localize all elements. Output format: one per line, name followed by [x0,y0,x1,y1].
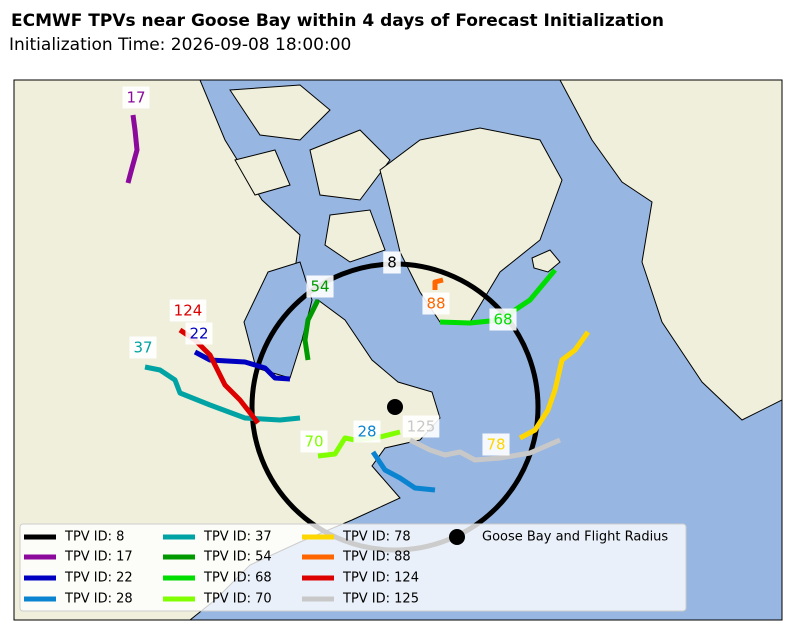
legend-label: TPV ID: 37 [203,530,272,545]
tracks [125,114,591,553]
legend-label: TPV ID: 78 [342,530,411,545]
track [125,114,140,184]
legend-label: TPV ID: 70 [203,592,272,607]
track-label: 68 [493,311,512,329]
track-label: 28 [357,423,376,441]
subtitle: Initialization Time: 2026-09-08 18:00:00 [9,35,351,55]
legend: TPV ID: 8 TPV ID: 17 TPV ID: 22 TPV ID: 28 T… [19,523,687,612]
label-box [306,275,334,298]
legend-label: TPV ID: 54 [203,550,272,565]
legend-label: TPV ID: 8 [64,530,124,545]
label-box [185,322,213,345]
track [370,450,436,493]
track [408,437,561,463]
track [302,298,321,361]
title: ECMWF TPVs near Goose Bay within 4 days … [11,11,664,31]
legend-box [19,523,687,612]
label-box [129,336,157,359]
label-box [353,420,381,443]
track-label: 78 [486,436,505,454]
iceland [531,249,561,273]
track [317,429,401,459]
track-label: 88 [426,295,445,313]
track-label: 70 [304,433,323,451]
legend-marker [449,529,465,545]
track-label: 54 [310,278,329,296]
legend-label: TPV ID: 125 [342,592,419,607]
legend-label: TPV ID: 22 [64,571,133,586]
hudson-bay [243,261,313,379]
map-frame [13,79,783,621]
label-box [383,251,401,274]
track [193,349,291,382]
legend-label: TPV ID: 124 [342,571,419,586]
label-box [422,292,450,315]
arctic-islands [229,84,391,263]
legend-label: TPV ID: 88 [342,550,411,565]
track-labels: 8 17 22 28 37 54 68 70 78 88 124 125 [122,86,517,456]
label-box [169,299,207,322]
legend-label: TPV ID: 28 [64,592,133,607]
label-box [122,86,150,109]
track-label: 124 [174,302,203,320]
track-label: 125 [407,418,436,436]
legend-label: Goose Bay and Flight Radius [482,530,668,545]
label-box [402,415,440,438]
label-box [300,430,328,453]
track-label: 17 [126,89,145,107]
track [518,330,591,441]
goose-bay-marker [387,399,403,415]
track [432,277,444,290]
label-box [482,433,510,456]
legend-label: TPV ID: 68 [203,571,272,586]
track-label: 8 [387,254,397,272]
legend-label: TPV ID: 17 [64,550,133,565]
label-box [489,308,517,331]
track-label: 37 [133,339,152,357]
track [144,364,301,423]
track-label: 22 [189,325,208,343]
